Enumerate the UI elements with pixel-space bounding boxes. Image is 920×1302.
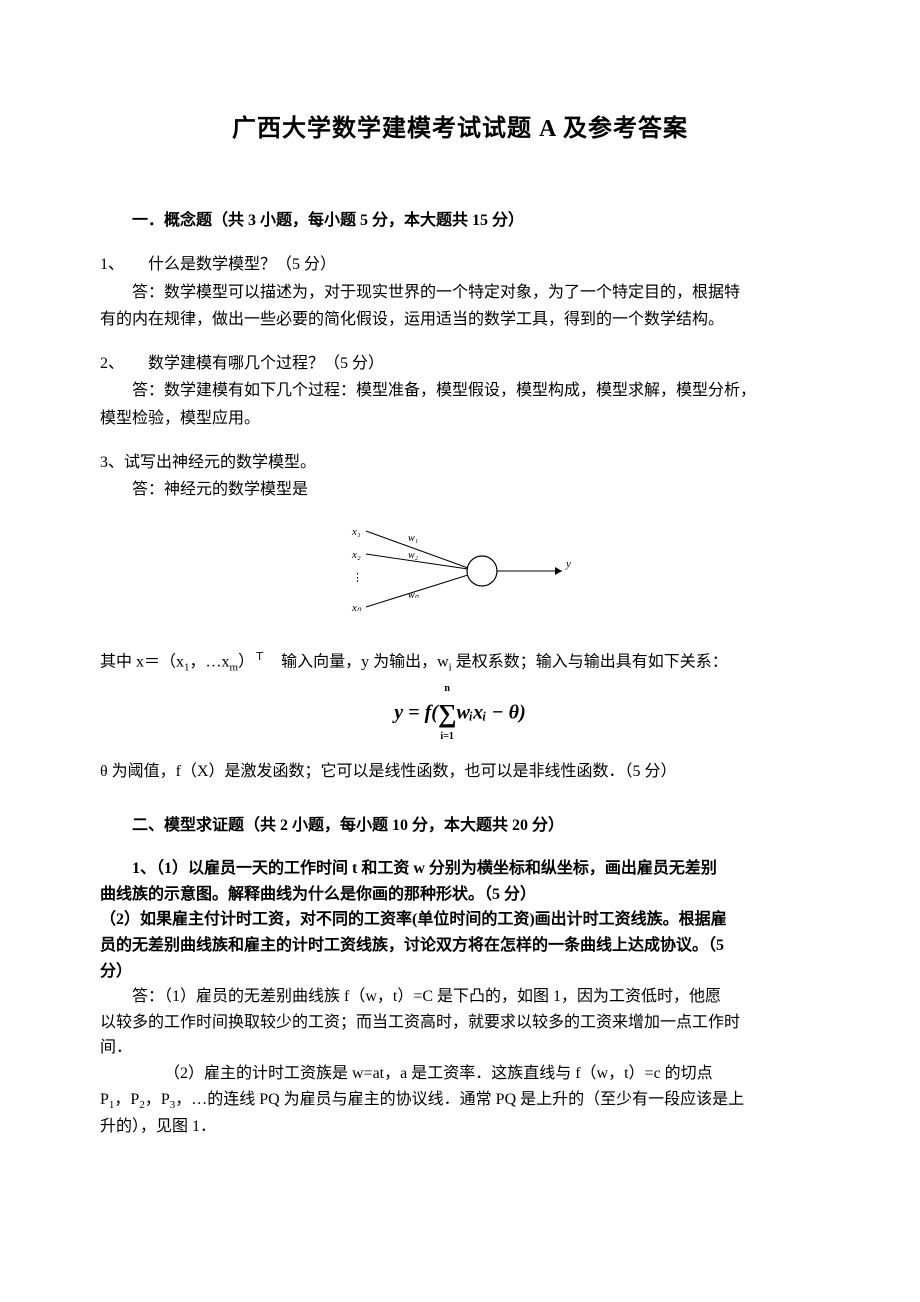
s2q1-p1b: 曲线族的示意图。解释曲线为什么是你画的那种形状。（5 分） [100,882,820,908]
formula-sum-upper: n [444,681,450,697]
section2-header: 二、模型求证题（共 2 小题，每小题 10 分，本大题共 20 分） [100,813,820,839]
s2q1-a2b-m1: ，P [114,1091,139,1108]
s2q1-p2: （2）如果雇主付计时工资，对不同的工资率(单位时间的工资)画出计时工资线族。根据… [100,907,820,933]
s2q1-a2c: 升的），见图 1． [100,1114,820,1140]
q2-answer-line1: 答：数学建模有如下几个过程：模型准备，模型假设，模型构成，模型求解，模型分析， [100,378,820,404]
q1-answer-line1: 答：数学模型可以描述为，对于现实世界的一个特定对象，为了一个特定目的，根据特 [100,280,820,306]
s2q1-a2b-pre: P [100,1091,109,1108]
q3-vec-mid: ，…x [190,654,230,671]
formula-minus: − θ) [487,702,526,724]
svg-text:⋮: ⋮ [352,572,363,584]
svg-text:xₙ: xₙ [351,602,362,614]
s2q1-p2b: 员的无差别曲线族和雇主的计时工资线族，讨论双方将在怎样的一条曲线上达成协议。（5 [100,933,820,959]
s2q1-a1: 答：（1）雇员的无差别曲线族 f（w，t）=C 是下凸的，如图 1，因为工资低时… [100,984,820,1010]
q3-tail: θ 为阈值，f（X）是激发函数；它可以是线性函数，也可以是非线性函数．（5 分） [100,759,820,785]
formula-wx: wᵢxᵢ [456,702,486,724]
q3-vec-post1: ） [238,654,254,671]
q3-vector-line: 其中 x＝（x1，…xm）Ｔ 输入向量，y 为输出，wi 是权系数；输入与输出具… [100,649,820,677]
svg-text:w₂: w₂ [408,550,419,561]
s2q1-a1b: 以较多的工作时间换取较少的工资；而当工资高时，就要求以较多的工资来增加一点工作时 [100,1010,820,1036]
q2-number: 2、 数学建模有哪几个过程？（5 分） [100,351,820,377]
q3-vec-sup: Ｔ [254,651,265,663]
formula-f: f( [425,702,438,724]
svg-text:x₁: x₁ [351,526,361,538]
svg-text:wₙ: wₙ [408,590,420,601]
q3-formula: y = f(n∑i=1wᵢxᵢ − θ) [100,693,820,735]
formula-lhs: y [394,702,403,724]
sigma-icon: ∑ [438,699,457,728]
q3-vec-post3: 是权系数；输入与输出具有如下关系： [452,654,728,671]
svg-text:x₂: x₂ [351,549,361,561]
s2q1-a2b: P1，P2，P3，…的连线 PQ 为雇员与雇主的协议线．通常 PQ 是上升的（至… [100,1087,820,1115]
page-title: 广西大学数学建模考试试题 A 及参考答案 [100,110,820,148]
q1-answer-line2: 有的内在规律，做出一些必要的简化假设，运用适当的数学工具，得到的一个数学结构。 [100,307,820,333]
q3-vec-subm: m [230,662,239,674]
q1-number: 1、 什么是数学模型？（5 分） [100,252,820,278]
s2q1-a1c: 间． [100,1035,820,1061]
s2q1-a2: （2）雇主的计时工资族是 w=at，a 是工资率．这族直线与 f（w，t）=c … [100,1061,820,1087]
formula-eq: = [403,702,424,724]
svg-text:w₁: w₁ [408,533,418,544]
q3-number: 3、试写出神经元的数学模型。 [100,450,820,476]
section1-header: 一．概念题（共 3 小题，每小题 5 分，本大题共 15 分） [100,208,820,234]
formula-sum-lower: i=1 [440,729,453,745]
s2q1-p2c: 分） [100,959,820,985]
svg-text:y: y [565,558,571,570]
q3-answer-line1: 答：神经元的数学模型是 [100,477,820,503]
q3-vec-pre: 其中 x＝（x [100,654,184,671]
s2q1-a2b-m2: ，P [145,1091,170,1108]
s2q1-p1: 1、（1）以雇员一天的工作时间 t 和工资 w 分别为横坐标和纵坐标，画出雇员无… [100,856,820,882]
neuron-diagram: x₁ x₂ ⋮ xₙ w₁ w₂ wₙ y [100,513,820,642]
q3-vec-post2: 输入向量，y 为输出，w [265,654,449,671]
q2-answer-line2: 模型检验，模型应用。 [100,406,820,432]
s2q1-a2b-post: ，…的连线 PQ 为雇员与雇主的协议线．通常 PQ 是上升的（至少有一段应该是上 [175,1091,744,1108]
